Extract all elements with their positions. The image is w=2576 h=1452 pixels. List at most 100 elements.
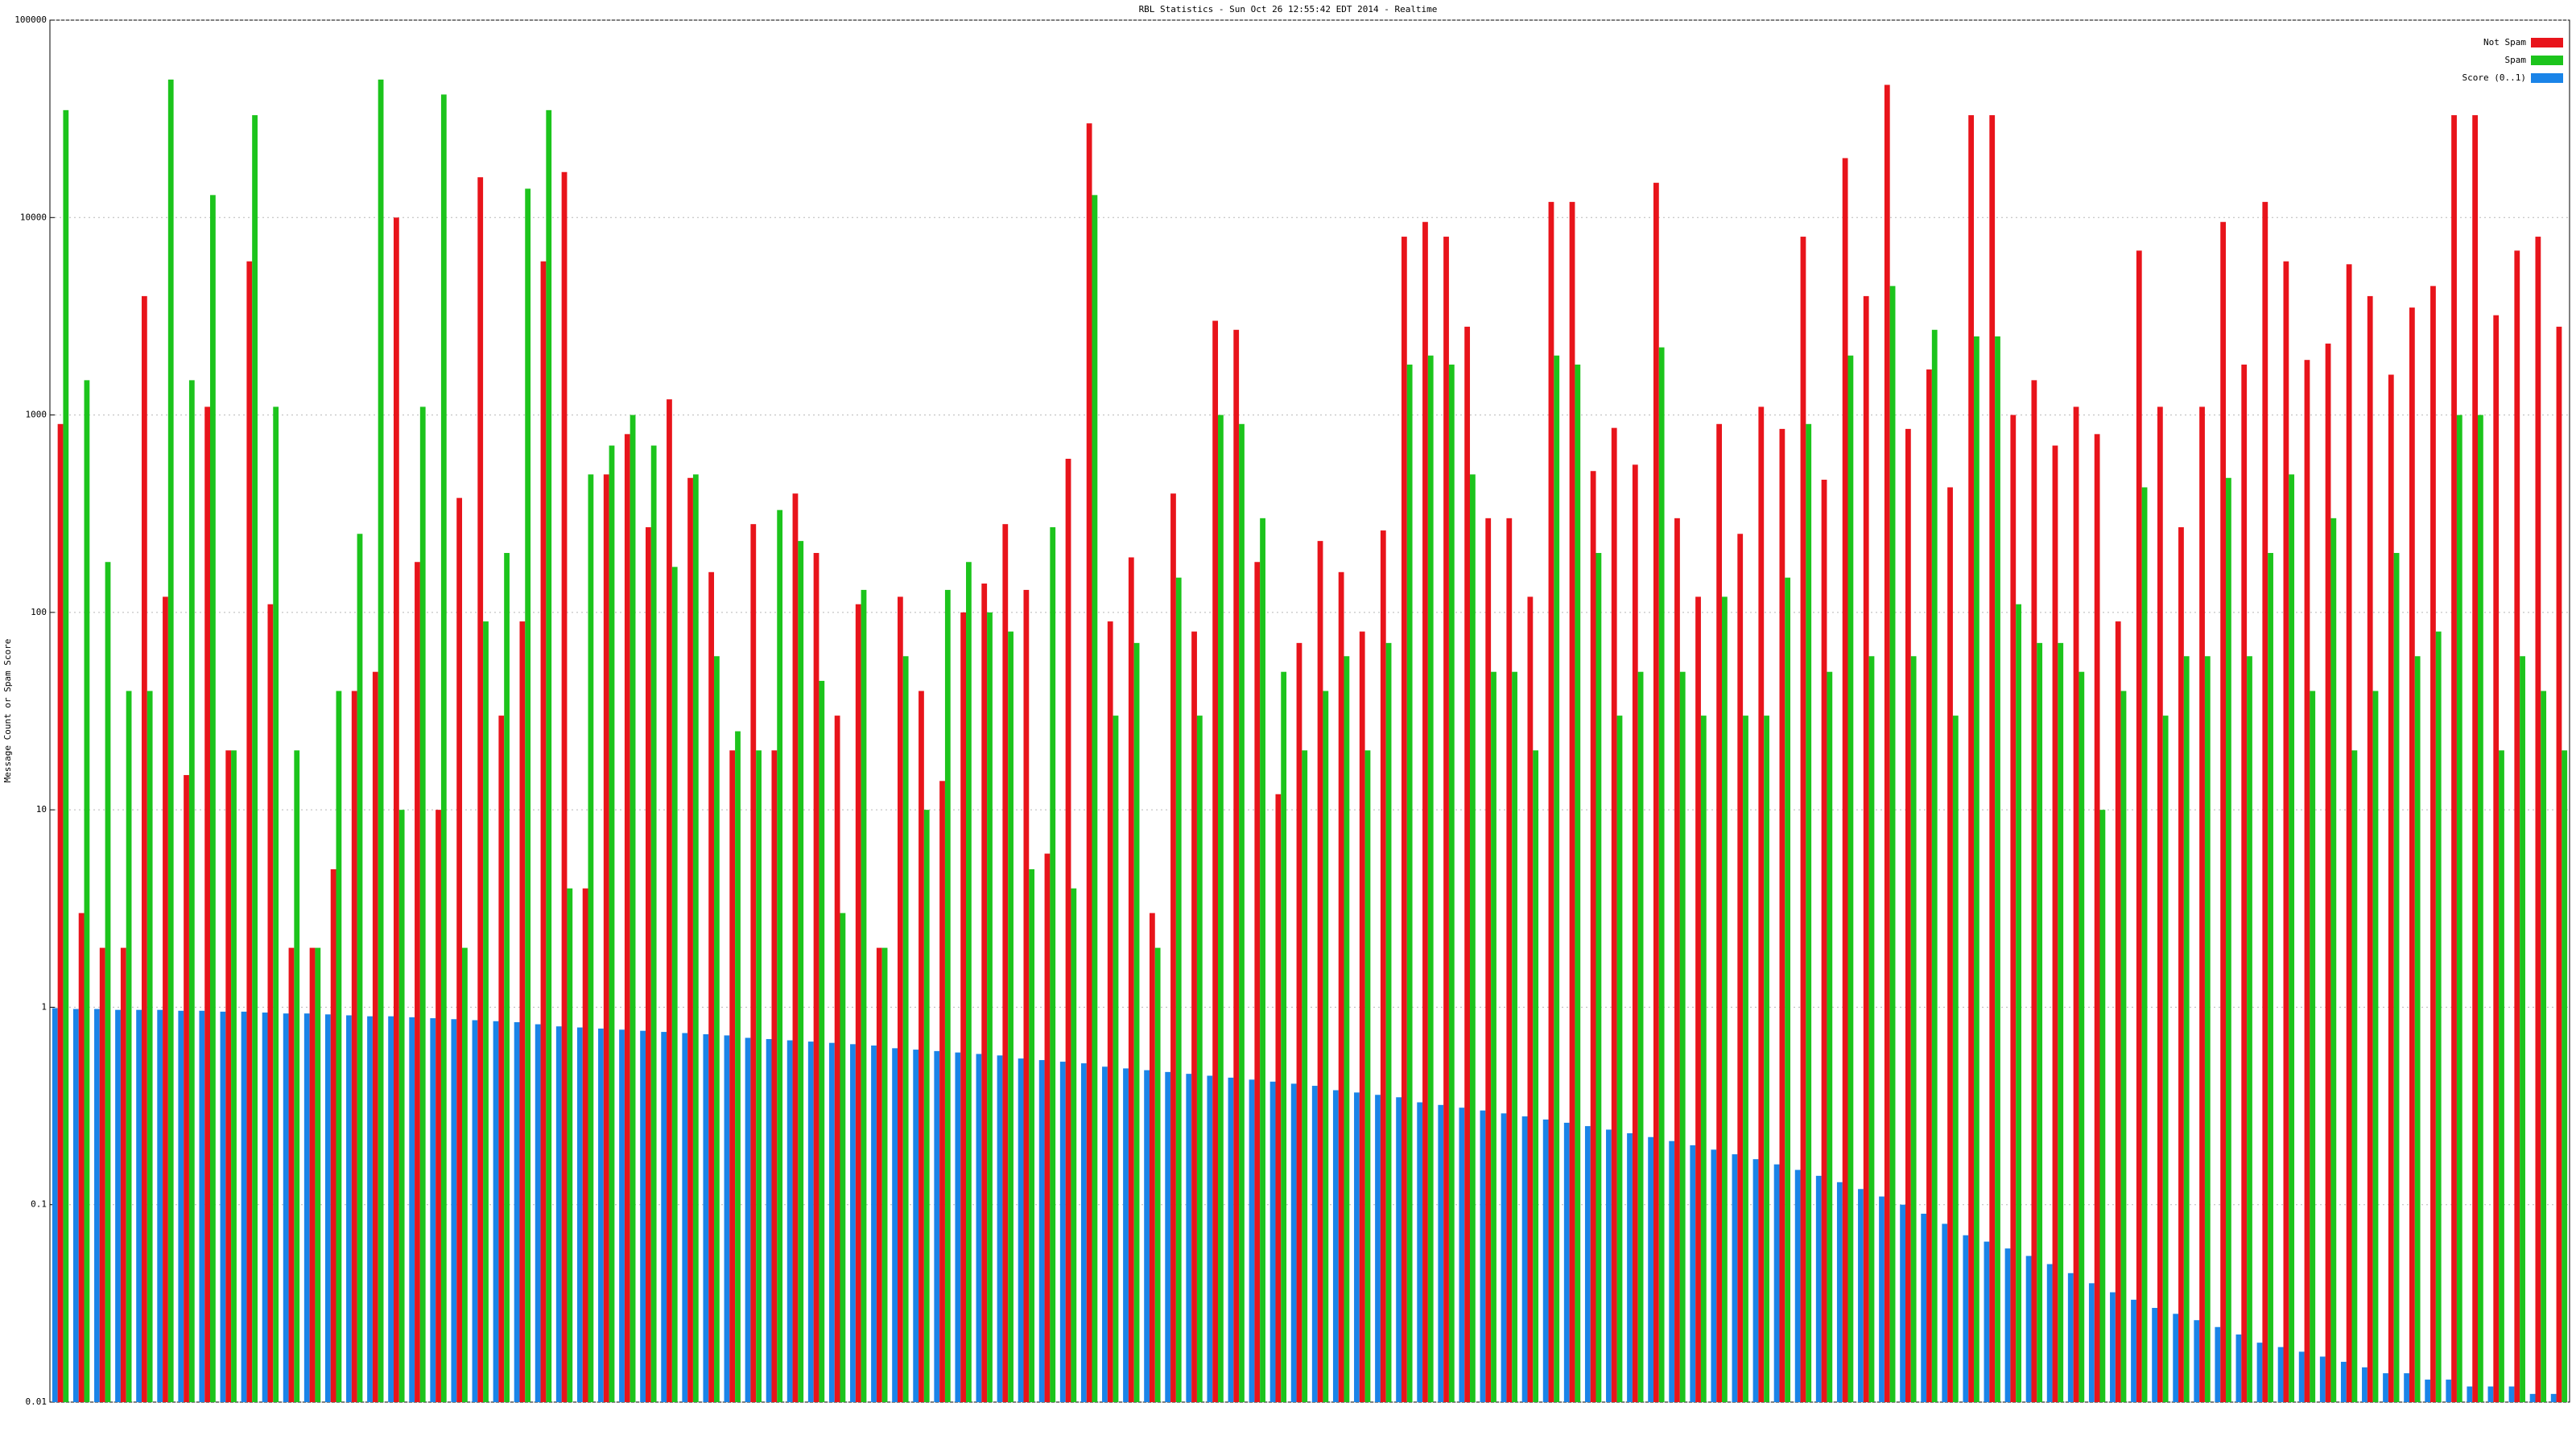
bar (2268, 553, 2273, 1402)
bar (598, 1028, 604, 1402)
bar (1359, 631, 1365, 1402)
bar (645, 527, 651, 1402)
bar (1690, 1145, 1696, 1402)
bar (1606, 1129, 1612, 1402)
bar (923, 810, 930, 1402)
bar (1889, 286, 1896, 1403)
bar (1002, 524, 1009, 1402)
bar (944, 589, 951, 1402)
bar (246, 261, 253, 1403)
bar (661, 1032, 667, 1402)
bar (919, 691, 924, 1402)
bar (1123, 1068, 1129, 1402)
bar (1800, 237, 1806, 1402)
bar (1149, 913, 1155, 1402)
bar (2472, 115, 2479, 1402)
plot-area (49, 19, 2570, 1403)
bar (1884, 85, 1890, 1403)
bar (388, 1016, 394, 1402)
bar (1542, 1119, 1549, 1402)
bar (640, 1030, 646, 1402)
bar (1113, 716, 1119, 1402)
y-tick-label: 10 (36, 804, 47, 815)
bar (567, 888, 573, 1402)
bar (294, 750, 300, 1402)
bar (1773, 1164, 1780, 1402)
legend: Not Spam Spam Score (0..1) (2462, 37, 2563, 83)
bar (2141, 487, 2148, 1403)
bar (1470, 474, 1476, 1402)
bar (1900, 1204, 1905, 1402)
bar (1942, 1223, 1948, 1402)
bar (63, 109, 69, 1402)
y-tick-label: 100000 (14, 14, 47, 25)
bar (1092, 195, 1098, 1402)
bar (850, 1044, 856, 1402)
bar (2499, 750, 2504, 1402)
bar (504, 553, 510, 1402)
bar (624, 434, 630, 1402)
bar (1018, 1058, 1024, 1402)
y-tick-label: 0.01 (26, 1396, 47, 1407)
bar (210, 195, 216, 1402)
bar (703, 1033, 709, 1402)
bar (2298, 1351, 2305, 1402)
bar (2414, 656, 2421, 1402)
legend-label: Spam (2505, 55, 2527, 65)
bar (398, 810, 405, 1402)
bar (419, 406, 426, 1402)
bar (2199, 406, 2205, 1402)
bar (1196, 716, 1203, 1402)
bar (1548, 201, 1554, 1403)
bar (561, 171, 568, 1402)
bar (2162, 716, 2169, 1402)
bar (2115, 621, 2121, 1402)
bar (1344, 656, 1350, 1402)
bar (881, 947, 888, 1402)
bar (1338, 571, 1344, 1402)
bar (163, 596, 168, 1402)
bar (514, 1022, 520, 1402)
bar (188, 380, 195, 1402)
bar (714, 656, 720, 1402)
bar (2451, 115, 2457, 1402)
bar (1842, 158, 1848, 1402)
bar (1332, 1090, 1339, 1402)
bar (2478, 415, 2483, 1402)
bar (204, 406, 211, 1402)
bar (588, 474, 594, 1402)
bar (1311, 1086, 1318, 1402)
bar (902, 656, 909, 1402)
bar (1584, 1126, 1591, 1402)
bar (252, 115, 258, 1402)
bar (1128, 557, 1134, 1402)
bar (729, 750, 736, 1402)
bar (1275, 794, 1282, 1402)
bar (735, 731, 741, 1402)
bar (225, 750, 232, 1402)
bar (1563, 1122, 1570, 1402)
y-axis-label: Message Count or Spam Score (2, 639, 13, 783)
bar (1806, 423, 1812, 1402)
bar (2425, 1380, 2431, 1402)
bar (1963, 1235, 1969, 1402)
bar (1207, 1075, 1213, 1402)
bar (2383, 1373, 2388, 1402)
bar (288, 947, 295, 1402)
bar (619, 1029, 625, 1402)
bar (440, 94, 447, 1402)
bar (987, 612, 993, 1402)
bar (1302, 750, 1308, 1402)
bar (519, 621, 526, 1402)
bar (1401, 237, 1407, 1402)
bar (1080, 1063, 1087, 1402)
bar (2467, 1386, 2473, 1402)
bar (2099, 810, 2106, 1402)
bar (576, 1027, 583, 1402)
bar (2131, 1299, 2136, 1402)
bar (105, 562, 111, 1402)
bar (2025, 1256, 2032, 1402)
bar (378, 79, 384, 1402)
bar (1616, 716, 1623, 1402)
